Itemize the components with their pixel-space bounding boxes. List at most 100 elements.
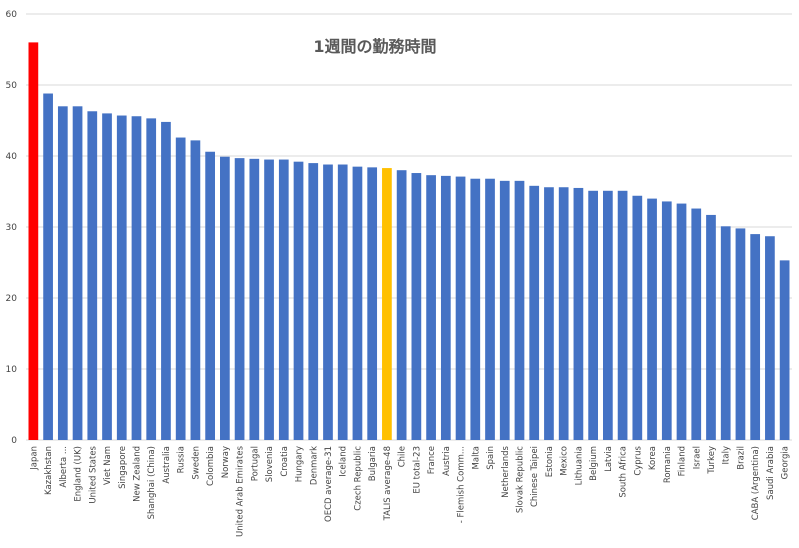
bar	[706, 214, 716, 440]
bar	[116, 115, 127, 440]
x-tick-label: Denmark	[309, 446, 319, 485]
x-tick-label: Korea	[648, 446, 658, 470]
bar	[72, 106, 83, 441]
x-tick-label: - Flemish Comm...	[457, 446, 467, 523]
bar	[161, 121, 171, 441]
x-tick-label: Italy	[722, 446, 732, 464]
x-tick-label: Portugal	[250, 446, 260, 481]
x-tick-label: United States	[88, 445, 98, 503]
x-tick-label: Bulgaria	[368, 446, 378, 481]
bar	[647, 198, 657, 440]
x-tick-label: Norway	[221, 446, 231, 478]
x-tick-label: Czech Republic	[353, 446, 363, 511]
x-tick-label: Israel	[692, 446, 702, 469]
y-tick-label: 40	[6, 152, 18, 162]
x-tick-label: South Africa	[619, 446, 629, 498]
bar	[175, 137, 186, 441]
bar	[735, 228, 746, 440]
x-tick-label: Mexico	[560, 446, 570, 476]
bar	[87, 111, 98, 441]
x-tick-label: CABA (Argentina)	[751, 446, 761, 520]
x-tick-label: Latvia	[604, 446, 614, 472]
x-tick-label: Malta	[471, 446, 481, 469]
x-tick-label: Russia	[177, 446, 187, 473]
x-tick-label: Chinese Taipei	[530, 446, 540, 507]
bar	[131, 116, 142, 441]
x-axis-labels: Japan Kazakhstan Alberta ... England (UK) Un…	[29, 445, 790, 537]
bar	[396, 170, 407, 440]
bar	[529, 185, 540, 440]
y-tick-label: 0	[11, 436, 17, 446]
x-tick-label: Austria	[442, 446, 452, 476]
bar	[367, 167, 378, 441]
bars	[28, 42, 790, 441]
x-tick-label: France	[427, 446, 437, 474]
bar	[603, 190, 613, 440]
bar	[617, 190, 628, 440]
x-tick-label: England (UK)	[74, 446, 84, 502]
x-tick-label: Spain	[486, 446, 496, 470]
bar	[573, 187, 584, 440]
bar	[485, 178, 495, 440]
x-tick-label: New Zealand	[132, 446, 142, 502]
bar	[278, 159, 289, 441]
bar	[293, 161, 304, 440]
x-tick-label: Finland	[678, 446, 688, 476]
bar	[455, 176, 466, 440]
bar	[43, 93, 53, 441]
bar	[28, 42, 39, 441]
chart-title: 1週間の勤務時間	[313, 37, 436, 56]
x-tick-label: EU total-23	[412, 446, 422, 494]
x-tick-label: Netherlands	[501, 445, 511, 497]
x-tick-label: Shanghai (China)	[147, 446, 157, 519]
bar	[220, 156, 230, 440]
y-tick-label: 50	[6, 81, 18, 91]
bar	[514, 180, 525, 440]
x-tick-label: Turkey	[707, 446, 717, 475]
bar	[308, 163, 319, 440]
bar	[691, 208, 702, 440]
bar	[661, 201, 672, 440]
x-tick-label: Colombia	[206, 446, 216, 486]
x-tick-label: Slovak Republic	[515, 446, 525, 513]
y-tick-label: 60	[6, 10, 18, 20]
bar	[470, 178, 481, 440]
bar	[352, 166, 363, 440]
bar	[426, 175, 436, 441]
bar	[323, 164, 333, 440]
bar	[676, 203, 687, 440]
x-tick-label: TALIS average-48	[383, 446, 393, 521]
bar	[750, 234, 761, 440]
x-tick-label: Iceland	[339, 446, 349, 477]
y-axis-ticks: 0 10 20 30 40 50 60	[6, 10, 18, 446]
x-tick-label: Georgia	[781, 446, 791, 479]
bar	[411, 173, 422, 441]
bar	[337, 164, 348, 440]
bar	[544, 187, 554, 440]
bar	[190, 140, 201, 440]
x-tick-label: Lithuania	[574, 446, 584, 485]
x-tick-label: Kazakhstan	[44, 446, 54, 495]
x-tick-label: Brazil	[736, 446, 746, 470]
x-tick-label: Croatia	[280, 446, 290, 477]
x-tick-label: Saudi Arabia	[766, 446, 776, 500]
x-tick-label: OECD average-31	[324, 446, 334, 522]
x-tick-label: Viet Nam	[103, 446, 113, 485]
y-tick-label: 20	[6, 294, 18, 304]
bar	[146, 118, 157, 441]
bar	[234, 158, 245, 440]
bar	[440, 175, 451, 440]
y-tick-label: 10	[6, 365, 18, 375]
x-tick-label: Hungary	[295, 446, 305, 482]
x-tick-label: Singapore	[118, 446, 128, 489]
bar	[588, 190, 598, 440]
bar	[382, 168, 392, 440]
x-tick-label: Cyprus	[633, 445, 643, 475]
bar	[205, 151, 215, 441]
bar	[499, 180, 510, 440]
bar	[57, 106, 68, 441]
bar	[765, 236, 775, 440]
bar	[720, 226, 731, 440]
bar	[632, 195, 643, 440]
